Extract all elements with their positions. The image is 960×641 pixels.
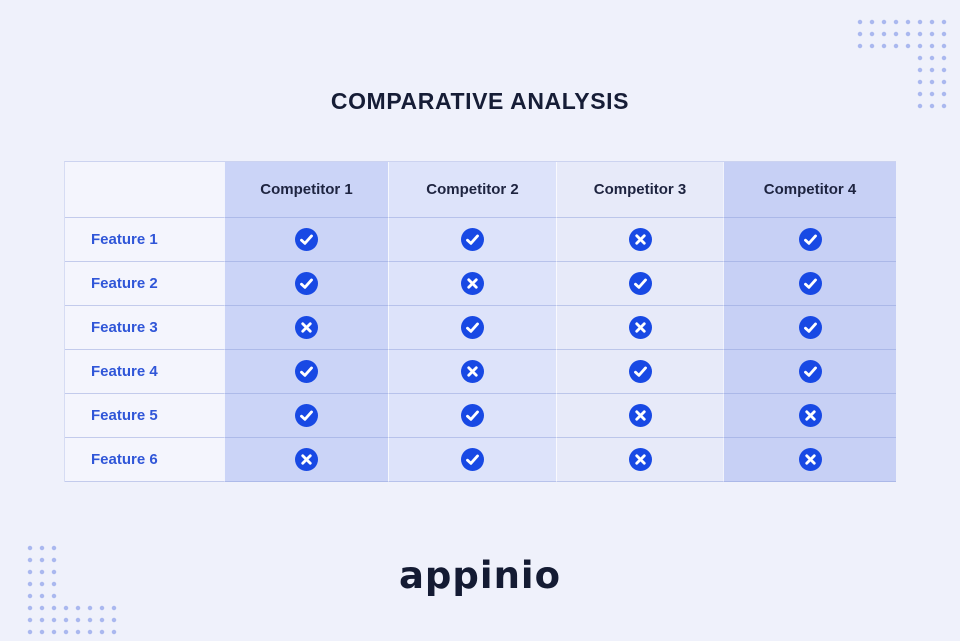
comparison-table: Competitor 1 Competitor 2 Competitor 3 Comp…	[64, 161, 896, 482]
cross-icon	[798, 404, 822, 427]
cross-icon	[461, 272, 484, 295]
dot-pattern-bottom-left	[24, 542, 120, 638]
table-cell	[388, 350, 556, 394]
check-icon	[461, 316, 484, 339]
table-cell	[388, 438, 556, 482]
table-corner-cell	[65, 162, 224, 218]
cross-icon	[461, 360, 484, 383]
dot-grid	[24, 542, 60, 602]
table-cell	[224, 350, 388, 394]
cross-icon	[798, 448, 822, 471]
table-cell	[388, 218, 556, 262]
table-cell	[723, 306, 896, 350]
feature-label: Feature 1	[65, 218, 224, 262]
check-icon	[798, 316, 822, 339]
check-icon	[295, 360, 318, 383]
feature-label: Feature 3	[65, 306, 224, 350]
table-cell	[723, 218, 896, 262]
feature-label: Feature 4	[65, 350, 224, 394]
feature-label: Feature 5	[65, 394, 224, 438]
column-header-competitor-1: Competitor 1	[224, 162, 388, 218]
feature-label: Feature 6	[65, 438, 224, 482]
table-cell	[556, 262, 723, 306]
table-cell	[388, 262, 556, 306]
cross-icon	[295, 448, 318, 471]
column-header-competitor-2: Competitor 2	[388, 162, 556, 218]
check-icon	[461, 404, 484, 427]
table-cell	[556, 394, 723, 438]
table-cell	[388, 394, 556, 438]
check-icon	[295, 272, 318, 295]
table-cell	[723, 394, 896, 438]
cross-icon	[628, 228, 652, 251]
column-header-competitor-3: Competitor 3	[556, 162, 723, 218]
check-icon	[798, 228, 822, 251]
table-cell	[556, 350, 723, 394]
check-icon	[461, 448, 484, 471]
table-cell	[224, 306, 388, 350]
check-icon	[295, 228, 318, 251]
check-icon	[295, 404, 318, 427]
table-cell	[723, 350, 896, 394]
dot-grid	[24, 602, 120, 638]
table-cell	[556, 306, 723, 350]
check-icon	[798, 272, 822, 295]
check-icon	[798, 360, 822, 383]
check-icon	[628, 360, 652, 383]
cross-icon	[628, 448, 652, 471]
table-cell	[556, 218, 723, 262]
table-cell	[224, 218, 388, 262]
table-cell	[224, 438, 388, 482]
dot-grid	[854, 16, 950, 52]
page-title: COMPARATIVE ANALYSIS	[330, 88, 630, 114]
dot-grid	[914, 52, 950, 112]
table-cell	[224, 262, 388, 306]
table-cell	[556, 438, 723, 482]
feature-label: Feature 2	[65, 262, 224, 306]
table-cell	[723, 438, 896, 482]
cross-icon	[628, 316, 652, 339]
table-cell	[388, 306, 556, 350]
check-icon	[628, 272, 652, 295]
column-header-competitor-4: Competitor 4	[723, 162, 896, 218]
table-cell	[224, 394, 388, 438]
table-cell	[723, 262, 896, 306]
check-icon	[461, 228, 484, 251]
dot-pattern-top-right	[854, 16, 950, 112]
appinio-logo: appinio	[398, 554, 562, 597]
cross-icon	[628, 404, 652, 427]
cross-icon	[295, 316, 318, 339]
